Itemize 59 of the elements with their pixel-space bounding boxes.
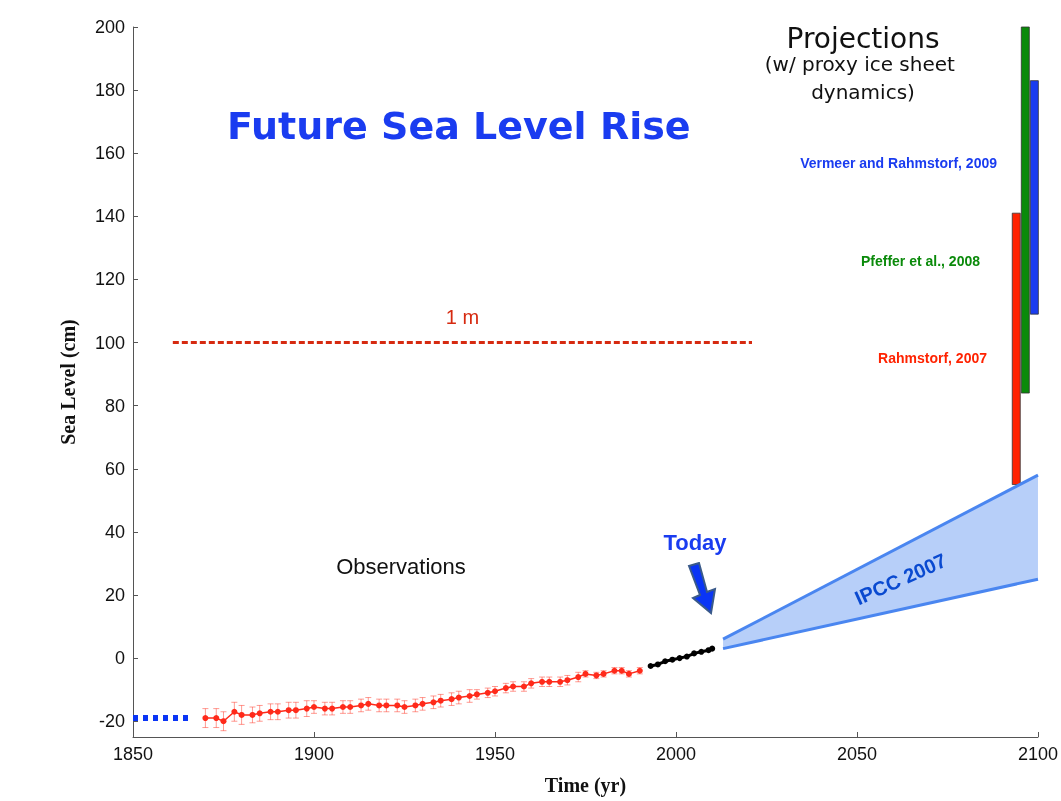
y-tick-label: 0 [114, 648, 125, 669]
x-tick-label: 2050 [836, 744, 878, 764]
point [285, 707, 292, 714]
point [691, 650, 698, 657]
point [213, 715, 220, 722]
y-tick-label: 160 [94, 143, 125, 164]
point [376, 702, 383, 709]
y-tick-label: 180 [94, 80, 125, 101]
y-tick-label: 200 [94, 17, 125, 37]
y-tick-label: 140 [94, 206, 125, 227]
y-tick-label: 40 [104, 521, 125, 542]
point [238, 711, 245, 718]
point [662, 658, 669, 665]
x-tick-label: 2100 [1017, 744, 1058, 764]
y-tick-label: 100 [94, 332, 125, 353]
y-axis-title: Sea Level (cm) [57, 319, 80, 445]
y-tick-label: 20 [104, 585, 125, 605]
point [329, 705, 336, 712]
text: Pfeffer et al., 2008 [860, 252, 981, 269]
point [683, 653, 690, 660]
point [654, 661, 661, 668]
point [267, 708, 274, 715]
point [256, 710, 263, 717]
point [709, 645, 716, 652]
x-tick-label: 1850 [112, 744, 154, 764]
y-tick-label: 80 [104, 395, 125, 416]
point [383, 702, 390, 709]
point [698, 648, 705, 655]
point [202, 715, 209, 722]
x-tick-label: 1900 [293, 744, 335, 764]
point [412, 702, 419, 709]
point [303, 705, 310, 712]
point [220, 718, 227, 725]
x-axis-title: Time (yr) [544, 774, 627, 797]
y-tick-label: 60 [104, 458, 125, 479]
point [455, 694, 462, 701]
y-tick-label: -20 [98, 711, 125, 732]
point [669, 656, 676, 663]
point [311, 704, 317, 711]
point [321, 705, 328, 712]
series-label: 1 m [445, 305, 480, 328]
x-tick-label: 2000 [655, 744, 697, 764]
series-label: Rahmstorf, 2007 [878, 350, 988, 367]
point [358, 702, 365, 709]
y-tick-label: 120 [94, 269, 125, 290]
point [274, 708, 281, 715]
annotation: Projections [786, 21, 940, 55]
point [676, 655, 683, 662]
annotation: Observations [336, 553, 466, 579]
x-tick-label: 1950 [474, 744, 516, 764]
point [394, 702, 401, 709]
point [292, 707, 299, 714]
annotation: Today [663, 529, 728, 555]
point [249, 711, 256, 718]
point [231, 708, 238, 715]
series-label: IPCC 2007 [851, 549, 950, 610]
text: Future Sea Level Rise [227, 104, 691, 148]
point [647, 663, 654, 669]
text: Vermeer and Rahmstorf, 2009 [800, 154, 998, 171]
